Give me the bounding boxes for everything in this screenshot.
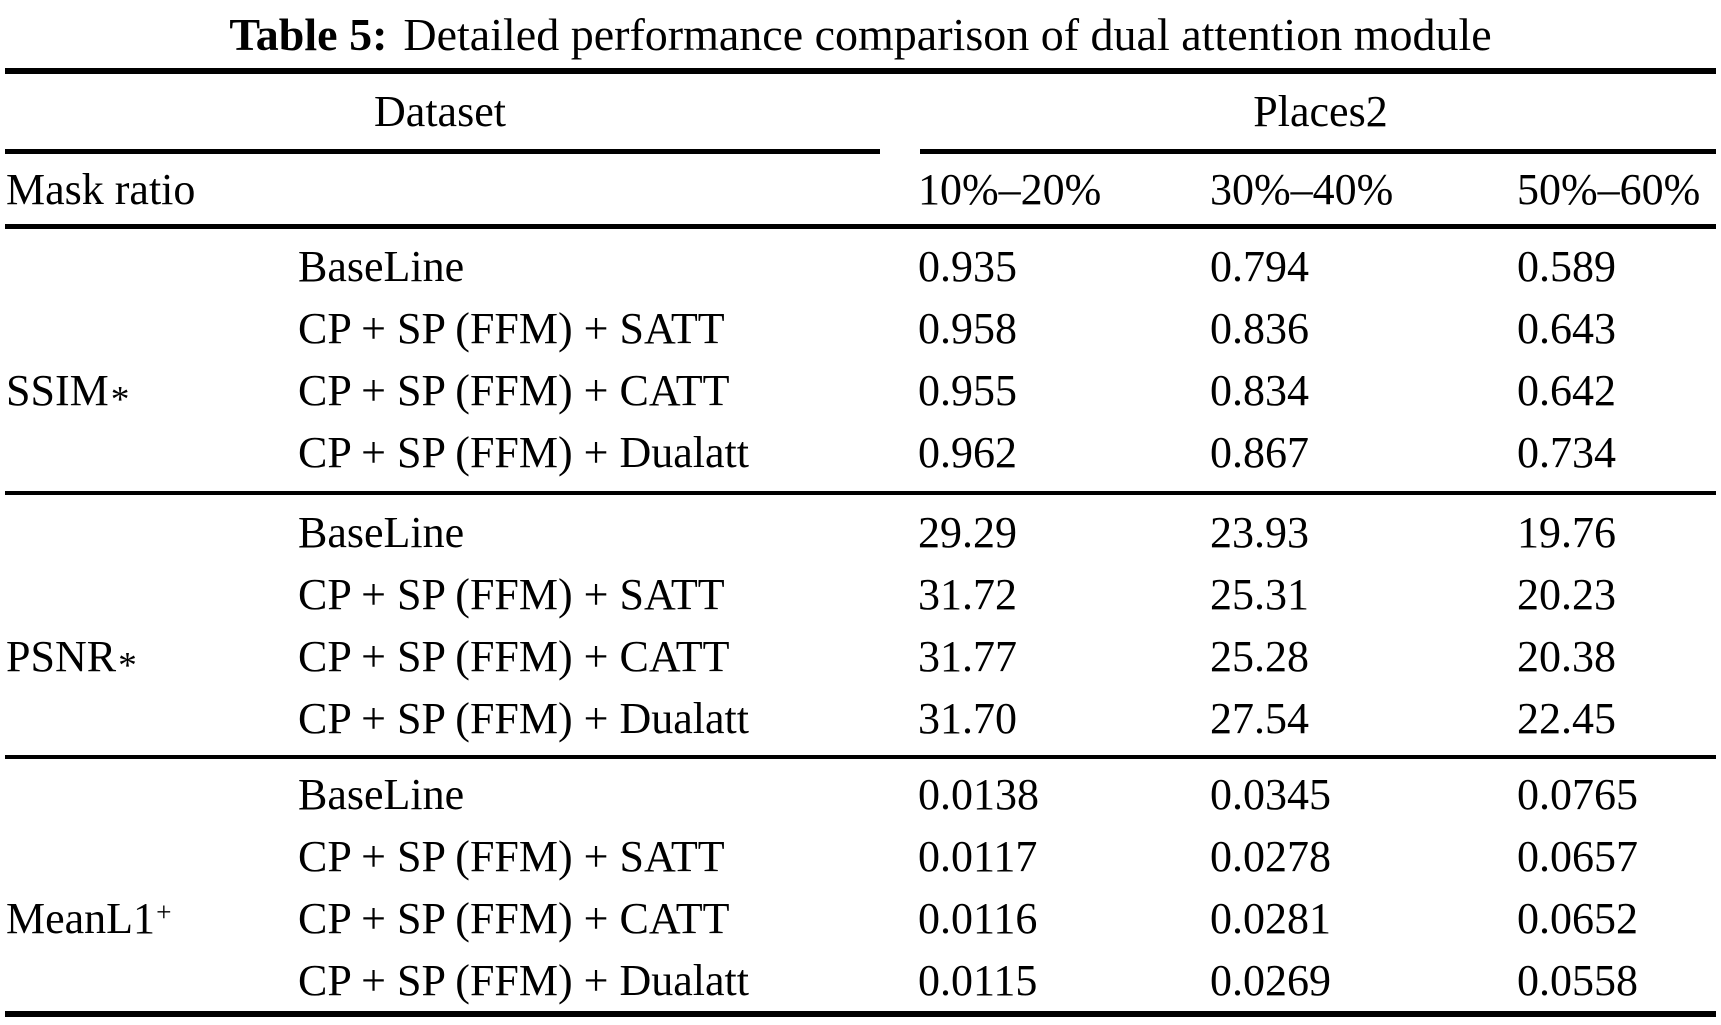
value-cell: 0.955 (918, 365, 1017, 415)
mask-ratio-label: Mask ratio (6, 164, 196, 214)
method-label: BaseLine (298, 241, 465, 291)
top-rule (5, 68, 1716, 74)
metric-section-ssim: BaseLine 0.935 0.794 0.589 CP + SP (FFM)… (0, 229, 1721, 491)
table-row: BaseLine 0.935 0.794 0.589 (0, 235, 1721, 297)
plus-superscript-marker: + (156, 897, 172, 928)
table-row: PSNR* CP + SP (FFM) + CATT 31.77 25.28 2… (0, 625, 1721, 687)
mid-rule-right (920, 149, 1716, 154)
method-label: BaseLine (298, 769, 465, 819)
value-cell: 0.958 (918, 303, 1017, 353)
value-cell: 0.0281 (1210, 893, 1331, 943)
value-cell: 0.0558 (1517, 955, 1638, 1005)
table-row: CP + SP (FFM) + Dualatt 0.962 0.867 0.73… (0, 421, 1721, 483)
value-cell: 0.0652 (1517, 893, 1638, 943)
mid-rule-left (5, 149, 880, 154)
metric-section-psnr: BaseLine 29.29 23.93 19.76 CP + SP (FFM)… (0, 495, 1721, 755)
header-row-dataset: Dataset Places2 (0, 74, 1721, 149)
table-number-label: Table 5: (229, 8, 388, 60)
value-cell: 23.93 (1210, 507, 1309, 557)
value-cell: 0.0345 (1210, 769, 1331, 819)
value-cell: 22.45 (1517, 693, 1616, 743)
method-label: BaseLine (298, 507, 465, 557)
value-cell: 0.935 (918, 241, 1017, 291)
dataset-header: Dataset (374, 87, 506, 136)
value-cell: 0.834 (1210, 365, 1309, 415)
metric-label-ssim: SSIM* (6, 365, 130, 421)
method-label: CP + SP (FFM) + Dualatt (298, 955, 749, 1005)
mid-rules (0, 149, 1721, 154)
value-cell: 31.72 (918, 569, 1017, 619)
table-row: CP + SP (FFM) + SATT 0.958 0.836 0.643 (0, 297, 1721, 359)
value-cell: 0.734 (1517, 427, 1616, 477)
value-cell: 0.794 (1210, 241, 1309, 291)
value-cell: 20.23 (1517, 569, 1616, 619)
value-cell: 0.0657 (1517, 831, 1638, 881)
header-bottom-rule (5, 224, 1716, 229)
asterisk-marker: * (110, 379, 130, 421)
table-caption-text: Detailed performance comparison of dual … (403, 8, 1492, 60)
method-label: CP + SP (FFM) + CATT (298, 893, 730, 943)
table-row: CP + SP (FFM) + Dualatt 0.0115 0.0269 0.… (0, 949, 1721, 1011)
value-cell: 0.589 (1517, 241, 1616, 291)
value-cell: 27.54 (1210, 693, 1309, 743)
table-caption: Table 5: Detailed performance comparison… (0, 0, 1721, 68)
value-cell: 19.76 (1517, 507, 1616, 557)
value-cell: 25.31 (1210, 569, 1309, 619)
method-label: CP + SP (FFM) + CATT (298, 365, 730, 415)
section-rule (5, 491, 1716, 495)
table-row: CP + SP (FFM) + SATT 31.72 25.31 20.23 (0, 563, 1721, 625)
value-cell: 0.0765 (1517, 769, 1638, 819)
value-cell: 0.867 (1210, 427, 1309, 477)
method-label: CP + SP (FFM) + SATT (298, 831, 725, 881)
table-row: CP + SP (FFM) + SATT 0.0117 0.0278 0.065… (0, 825, 1721, 887)
value-cell: 0.962 (918, 427, 1017, 477)
ratio-col-header-1: 10%–20% (918, 164, 1102, 214)
metric-label-psnr: PSNR* (6, 631, 137, 687)
ratio-col-header-3: 50%–60% (1517, 164, 1701, 214)
header-row-mask-ratio: Mask ratio 10%–20% 30%–40% 50%–60% (0, 154, 1721, 224)
value-cell: 0.836 (1210, 303, 1309, 353)
table-row: CP + SP (FFM) + Dualatt 31.70 27.54 22.4… (0, 687, 1721, 749)
metric-label-meanl1: MeanL1+ (6, 893, 172, 943)
ratio-col-header-2: 30%–40% (1210, 164, 1394, 214)
method-label: CP + SP (FFM) + CATT (298, 631, 730, 681)
value-cell: 31.77 (918, 631, 1017, 681)
table-row: BaseLine 0.0138 0.0345 0.0765 (0, 763, 1721, 825)
table-row: MeanL1+ CP + SP (FFM) + CATT 0.0116 0.02… (0, 887, 1721, 949)
value-cell: 0.0115 (918, 955, 1038, 1005)
bottom-rule (5, 1011, 1716, 1017)
table-row: SSIM* CP + SP (FFM) + CATT 0.955 0.834 0… (0, 359, 1721, 421)
method-label: CP + SP (FFM) + SATT (298, 569, 725, 619)
value-cell: 0.0269 (1210, 955, 1331, 1005)
table-row: BaseLine 29.29 23.93 19.76 (0, 501, 1721, 563)
section-rule (5, 755, 1716, 759)
value-cell: 20.38 (1517, 631, 1616, 681)
value-cell: 0.0117 (918, 831, 1038, 881)
value-cell: 0.0116 (918, 893, 1038, 943)
value-cell: 31.70 (918, 693, 1017, 743)
value-cell: 0.642 (1517, 365, 1616, 415)
places2-header: Places2 (1253, 87, 1388, 136)
method-label: CP + SP (FFM) + SATT (298, 303, 725, 353)
value-cell: 0.0278 (1210, 831, 1331, 881)
value-cell: 0.0138 (918, 769, 1039, 819)
value-cell: 25.28 (1210, 631, 1309, 681)
value-cell: 0.643 (1517, 303, 1616, 353)
method-label: CP + SP (FFM) + Dualatt (298, 427, 749, 477)
metric-section-meanl1: BaseLine 0.0138 0.0345 0.0765 CP + SP (F… (0, 759, 1721, 1011)
method-label: CP + SP (FFM) + Dualatt (298, 693, 749, 743)
asterisk-marker: * (118, 645, 137, 687)
value-cell: 29.29 (918, 507, 1017, 557)
